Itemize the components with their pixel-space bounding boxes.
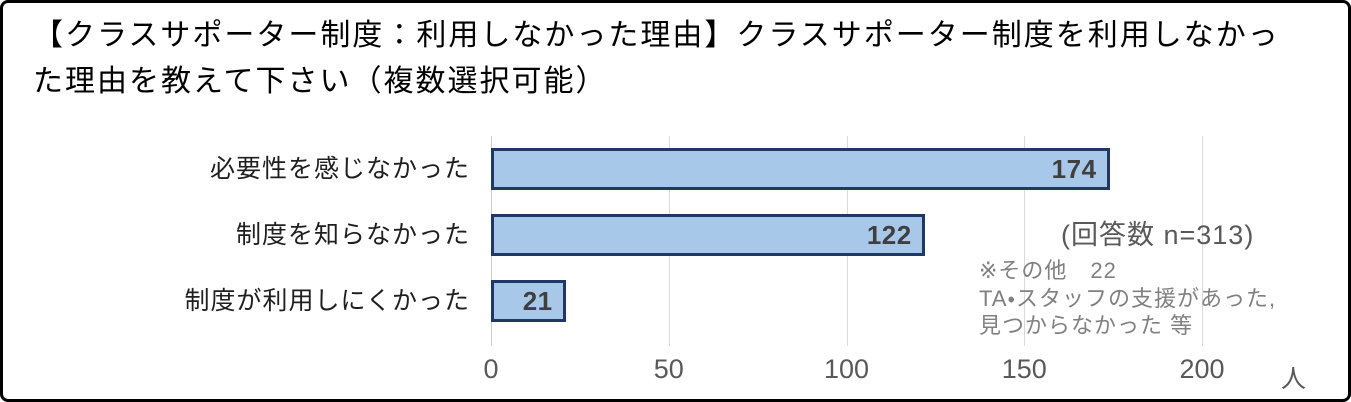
category-label-3: 制度が利用しにくかった [184,287,470,315]
chart-title: 【クラスサポーター制度：利用しなかった理由】クラスサポーター制度を利用しなかっ … [33,13,1333,105]
bar-row: 122 [491,214,1311,256]
other-note-line1: ※その他 22 [979,258,1117,283]
bar-3: 21 [491,280,566,322]
other-note-line3: 見つからなかった 等 [979,313,1194,338]
category-label-2: 制度を知らなかった [235,221,470,249]
x-axis-tick-label-200: 200 [1179,354,1225,384]
other-responses-note: ※その他 22 TA・スタッフの支援があった, 見つからなかった 等 [979,257,1276,340]
bar-value-label: 21 [522,285,553,316]
bar-1: 174 [491,148,1110,190]
category-label-1: 必要性を感じなかった [209,155,470,183]
x-axis-unit-label: 人 [1281,365,1307,393]
bar-value-label: 174 [1051,153,1097,184]
bar-value-label: 122 [866,219,912,250]
x-axis-tick-label-150: 150 [1001,354,1047,384]
gridline-x-200 [1202,136,1203,346]
bar-row: 21 [491,280,1311,322]
other-note-line2: TA・スタッフの支援があった, [979,285,1277,311]
plot-area: 174 122 21 [491,136,1311,346]
bar-2: 122 [491,214,925,256]
x-axis-tick-label-50: 50 [653,354,684,384]
x-axis-tick-label-100: 100 [823,354,870,384]
response-count-note: (回答数 n=313) [1061,220,1255,250]
chart-title-line1: 【クラスサポーター制度：利用しなかった理由】クラスサポーター制度を利用しなかっ [33,19,1280,52]
chart-title-line2: た理由を教えて下さい（複数選択可能） [33,65,608,98]
gridline-x-150 [1024,136,1026,346]
bar-row: 174 [491,148,1311,190]
x-axis-tick-label-0: 0 [483,354,499,384]
